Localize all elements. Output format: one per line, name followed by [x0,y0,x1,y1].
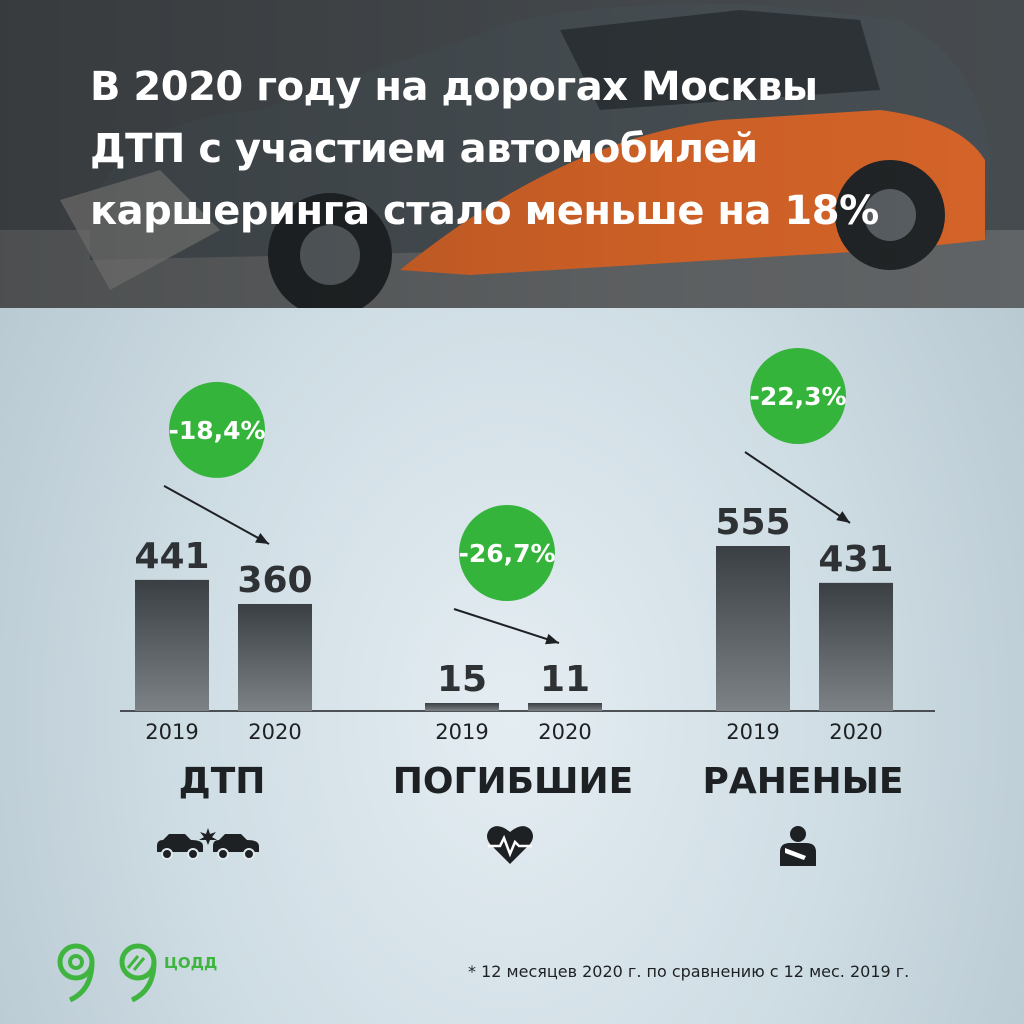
year-label: 2019 [435,720,488,744]
value-label: 555 [715,502,790,543]
change-badge [750,348,846,444]
hero-overlay [0,0,1024,308]
car-crash-icon [157,828,259,860]
change-badge [459,505,555,601]
headline-line-1: В 2020 году на дорогах Москвы [90,64,818,110]
headline-line-2: ДТП с участием автомобилей [90,126,758,172]
codd-logo-icon: ЦОДД [57,943,217,1003]
bar-chart: 441 2019 360 2020 ДТП -18,4% 15 2019 11 2020 ПОГИБ… [120,348,935,866]
trend-arrow [453,608,560,644]
footnote: * 12 месяцев 2020 г. по сравнению с 12 м… [468,962,910,981]
change-label: -26,7% [458,539,555,568]
value-label: 441 [134,536,209,577]
value-label: 360 [237,560,312,601]
trend-arrow [163,485,270,545]
bar-ПОГИБШИЕ-2020 [528,703,602,711]
injured-person-icon [780,826,816,866]
year-label: 2019 [726,720,779,744]
headline-line-3: каршеринга стало меньше на 18% [90,188,879,234]
logo-text: ЦОДД [164,954,217,972]
value-label: 431 [818,539,893,580]
trend-arrow-head [545,633,559,645]
bar-РАНЕНЫЕ-2019 [716,546,790,711]
value-label: 15 [437,659,487,700]
bar-ДТП-2019 [135,579,209,711]
change-badge [169,381,265,478]
heartbeat-icon [487,826,533,864]
category-label: РАНЕНЫЕ [703,761,904,802]
category-label: ДТП [179,761,266,802]
trend-arrow-head [255,532,269,544]
bar-РАНЕНЫЕ-2020 [819,582,893,711]
year-label: 2019 [145,720,198,744]
year-label: 2020 [538,720,591,744]
change-label: -22,3% [749,382,846,411]
year-label: 2020 [829,720,882,744]
bar-ДТП-2020 [238,603,312,711]
value-label: 11 [540,659,590,700]
category-label: ПОГИБШИЕ [393,761,633,802]
trend-arrow-head [836,511,850,523]
trend-arrow [744,451,851,524]
headline: В 2020 году на дорогах Москвы ДТП с учас… [90,56,970,242]
hero-banner: В 2020 году на дорогах Москвы ДТП с учас… [0,0,1024,308]
bar-ПОГИБШИЕ-2019 [425,703,499,711]
year-label: 2020 [248,720,301,744]
carsharing-car-photo [0,0,1024,308]
change-label: -18,4% [168,416,265,445]
